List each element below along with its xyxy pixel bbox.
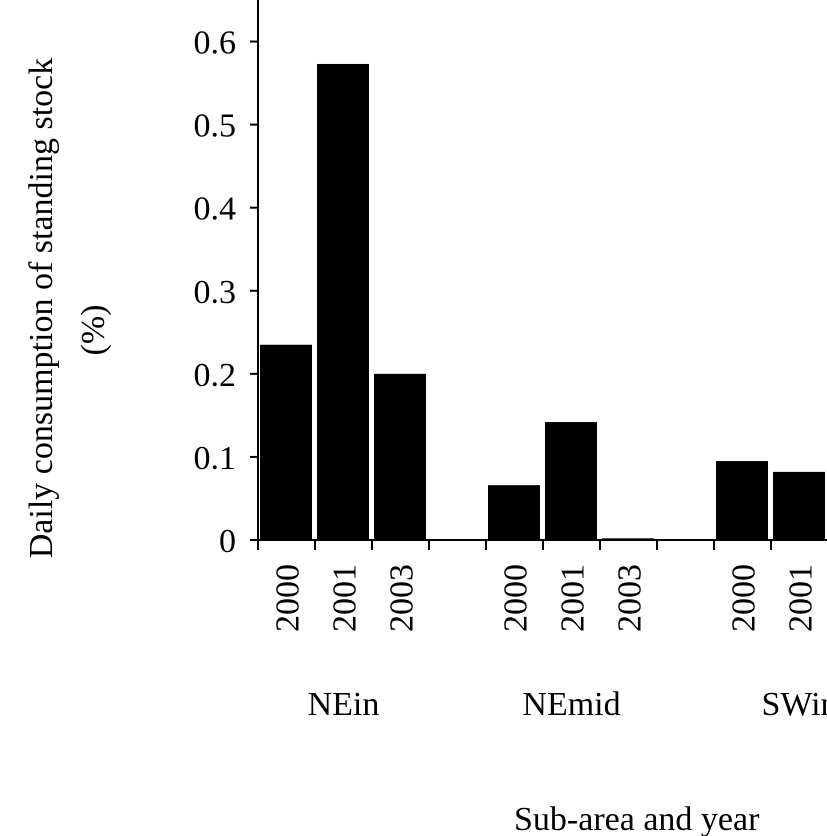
y-axis-ticks: 0 0.1 0.2 0.3 0.4 0.5 0.6: [194, 25, 258, 560]
category-labels: 2000 2001 2003 2000 2001 2003 2000 2001: [270, 564, 820, 632]
y-axis-title-line-1: Daily consumption of standing stock: [23, 58, 60, 559]
y-tick-label: 0.6: [194, 25, 237, 62]
y-tick-label: 0.2: [194, 357, 237, 394]
bar-NEmid-2000: [488, 485, 540, 540]
y-tick-label: 0.1: [194, 440, 237, 477]
y-axis-title-line-2: (%): [75, 305, 112, 356]
y-tick-label: 0.4: [194, 191, 237, 228]
category-label: 2000: [270, 564, 307, 632]
category-label: 2003: [612, 564, 649, 632]
bar-SWin-2001: [773, 471, 825, 540]
group-labels: NEin NEmid SWin: [308, 686, 827, 723]
bars: [260, 63, 825, 540]
category-label: 2001: [555, 564, 592, 632]
category-label: 2001: [327, 564, 364, 632]
category-label: 2000: [726, 564, 763, 632]
category-label: 2001: [783, 564, 820, 632]
x-axis-ticks: [257, 540, 772, 550]
group-label: SWin: [761, 686, 827, 723]
y-tick-label: 0: [219, 523, 236, 560]
group-label: NEmid: [522, 686, 620, 723]
bar-NEin-2000: [260, 344, 312, 540]
group-label: NEin: [308, 686, 380, 723]
bar-NEin-2001: [317, 63, 369, 540]
x-axis-title: Sub-area and year: [514, 801, 760, 836]
category-label: 2000: [498, 564, 535, 632]
bar-NEin-2003: [374, 373, 426, 540]
y-tick-label: 0.3: [194, 274, 237, 311]
bar-NEmid-2001: [545, 422, 597, 540]
category-label: 2003: [384, 564, 421, 632]
y-tick-label: 0.5: [194, 108, 237, 145]
bar-SWin-2000: [716, 461, 768, 540]
y-axis-title: Daily consumption of standing stock (%): [23, 58, 112, 559]
